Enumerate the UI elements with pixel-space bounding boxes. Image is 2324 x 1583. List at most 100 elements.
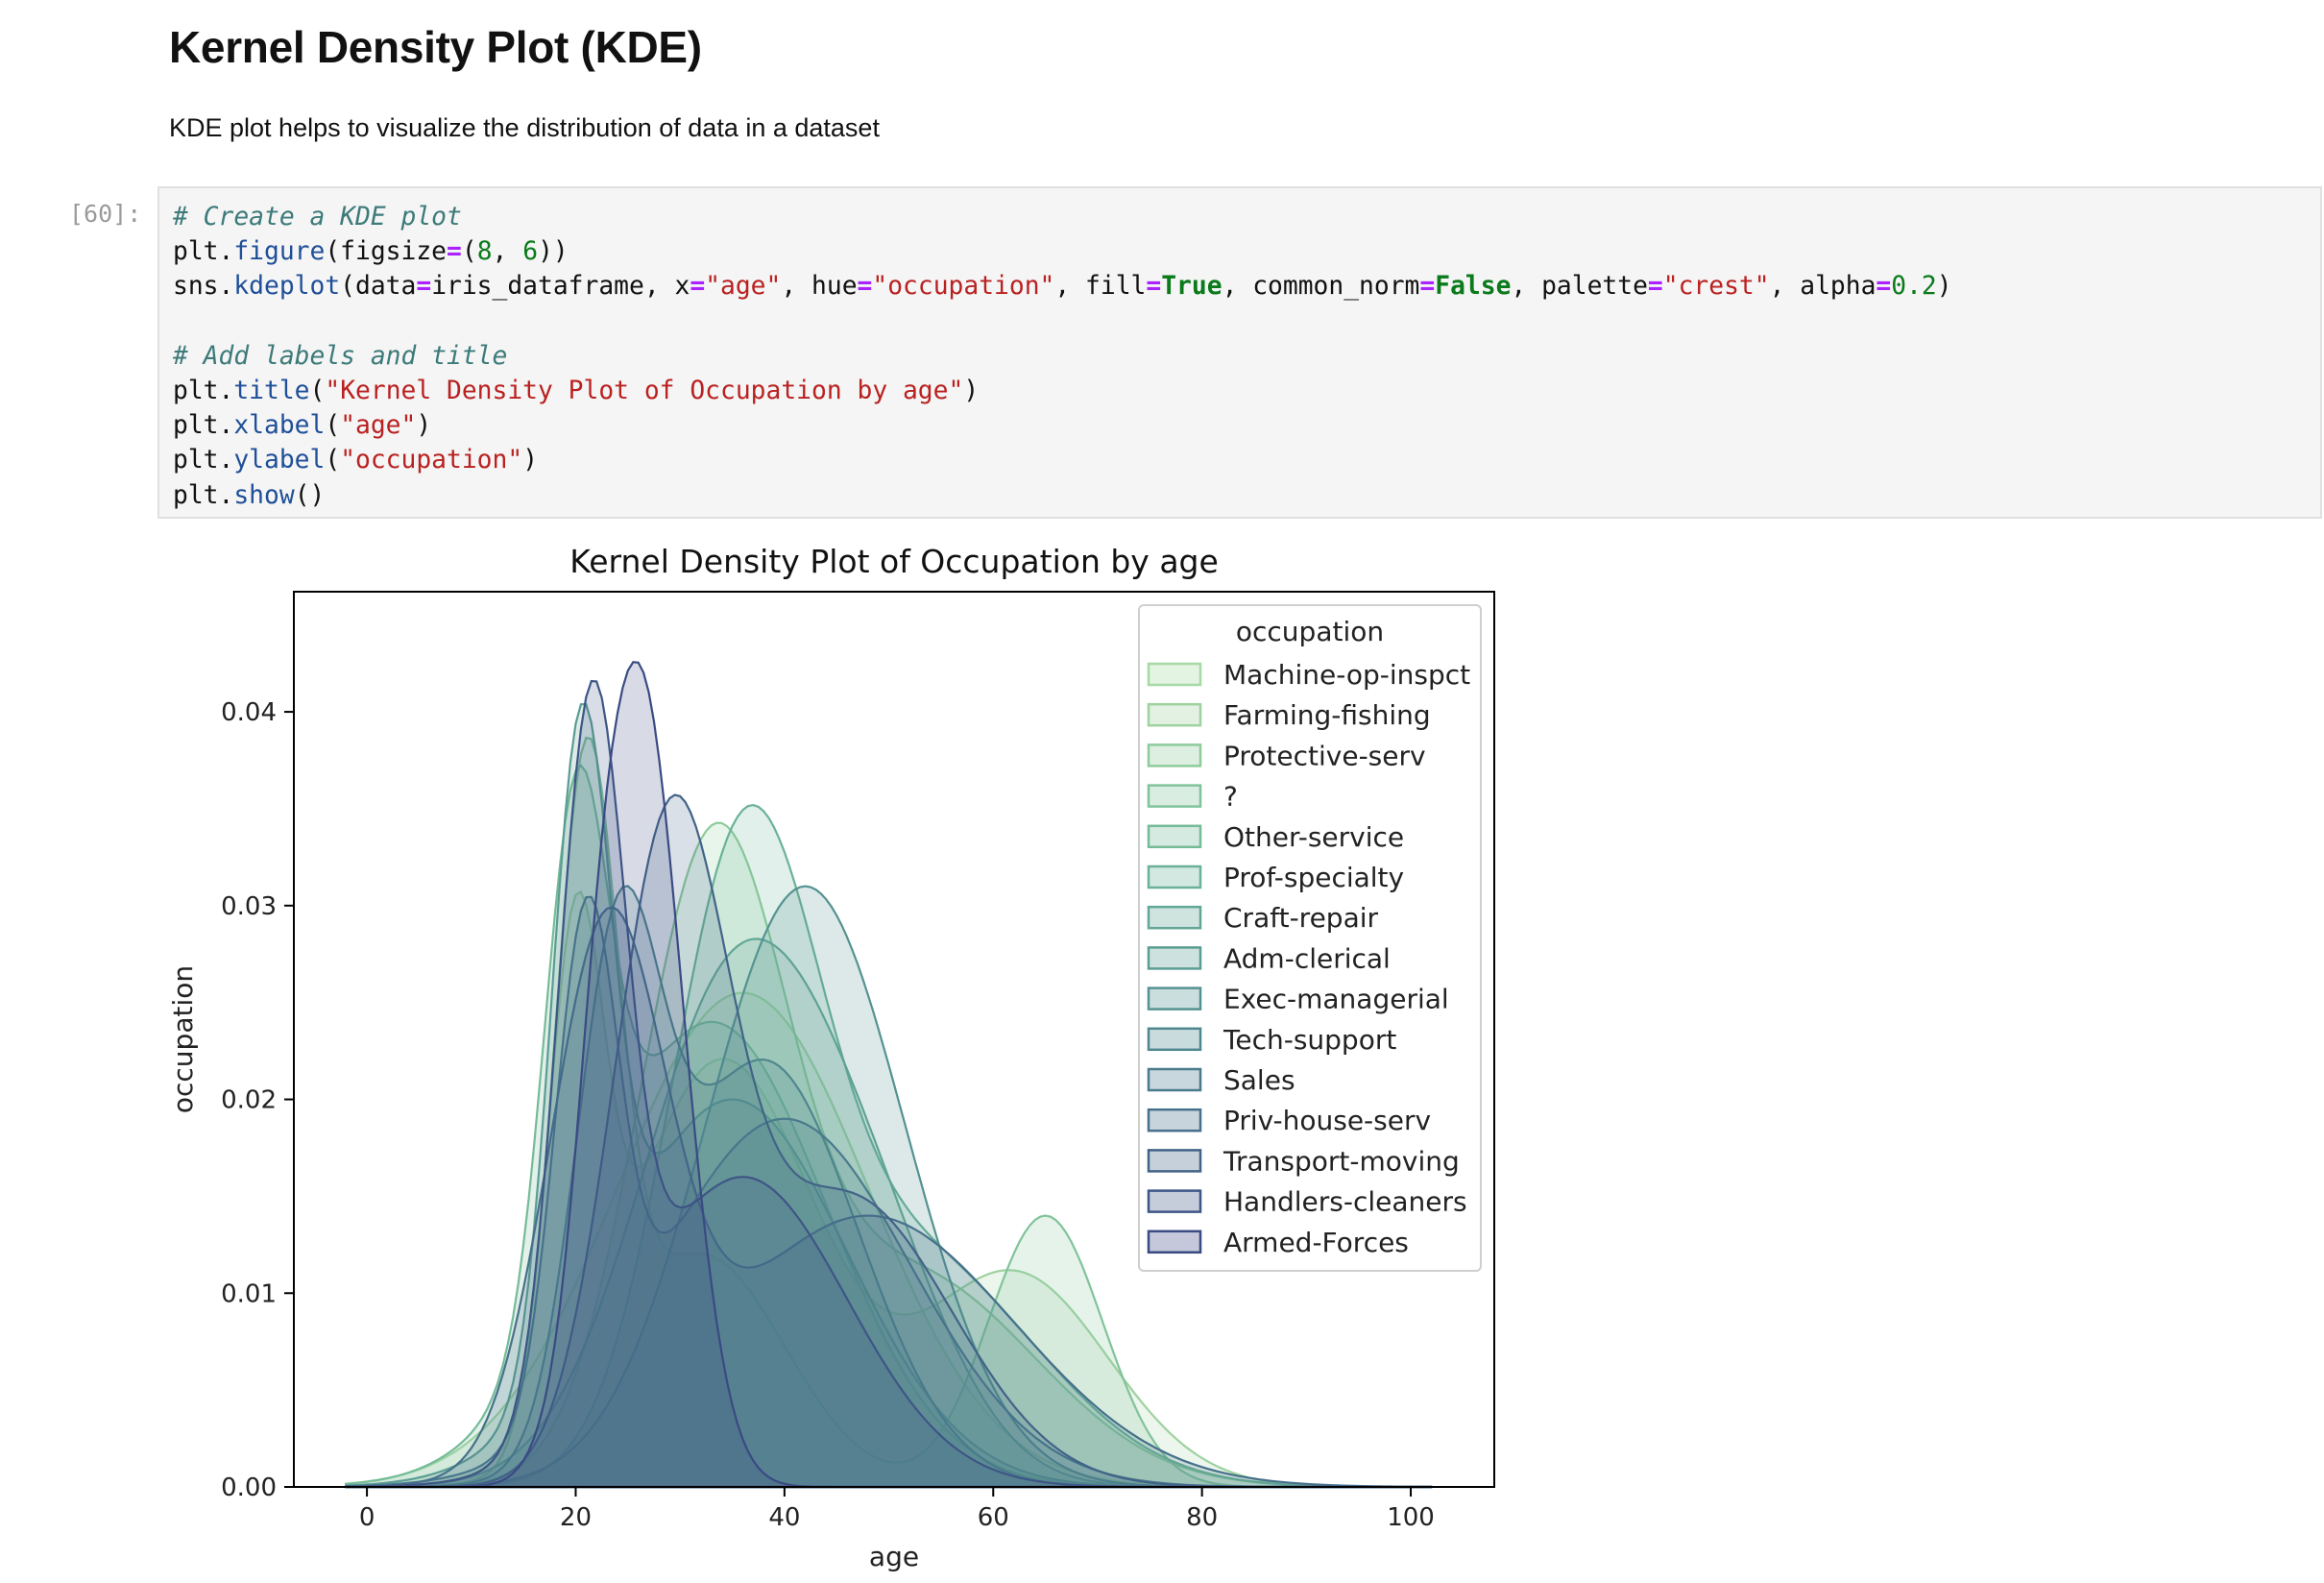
- legend-label: Armed-Forces: [1223, 1227, 1409, 1258]
- code-token: xlabel: [233, 411, 326, 441]
- code-token: "occupation": [872, 272, 1055, 302]
- legend-swatch: [1147, 702, 1202, 727]
- code-token: kdeplot: [233, 272, 341, 302]
- code-token: 6: [522, 237, 539, 267]
- legend-label: Prof-specialty: [1223, 862, 1404, 893]
- legend-label: Machine-op-inspct: [1223, 659, 1470, 691]
- legend-label: Adm-clerical: [1223, 942, 1391, 974]
- x-tick-label: 100: [1387, 1503, 1435, 1532]
- code-token: ylabel: [233, 446, 326, 475]
- code-token: # Create a KDE plot: [173, 203, 462, 231]
- legend-swatch: [1147, 1108, 1202, 1132]
- code-token: =: [416, 272, 432, 302]
- legend-label: Handlers-cleaners: [1223, 1186, 1467, 1218]
- code-token: )): [538, 237, 569, 267]
- legend-label: Transport-moving: [1223, 1145, 1460, 1177]
- legend-swatch: [1147, 1230, 1202, 1254]
- x-tick-label: 20: [560, 1503, 592, 1532]
- code-token: 0.2: [1891, 272, 1937, 302]
- code-token: "occupation": [340, 446, 523, 475]
- code-token: sns.: [173, 272, 234, 302]
- x-axis-label: age: [869, 1541, 919, 1572]
- legend-swatch: [1147, 662, 1202, 687]
- legend-label: ?: [1223, 781, 1238, 813]
- code-token: # Add labels and title: [173, 341, 508, 371]
- legend-swatch: [1147, 1067, 1202, 1092]
- markdown-paragraph: KDE plot helps to visualize the distribu…: [169, 113, 880, 142]
- cell-output: 0 20 40 60 80 100 0.00 0.01 0.02 0.03 0.04 Kernel D…: [157, 530, 1521, 1582]
- y-tick-label: 0.02: [221, 1086, 277, 1115]
- legend-swatch: [1147, 1189, 1202, 1213]
- code-token: figure: [233, 237, 326, 267]
- legend-label: Tech-support: [1223, 1024, 1396, 1056]
- code-token: =: [690, 272, 706, 302]
- x-tick-label: 40: [768, 1503, 800, 1532]
- code-token: ): [522, 446, 539, 475]
- legend-swatch: [1147, 1149, 1202, 1173]
- code-token: (): [294, 480, 326, 510]
- legend-title: occupation: [1236, 616, 1384, 647]
- code-token: plt.: [173, 480, 234, 510]
- code-token: =: [1647, 272, 1663, 302]
- code-token: , common_norm: [1222, 272, 1420, 302]
- code-token: =: [447, 237, 462, 267]
- legend-label: Protective-serv: [1223, 740, 1426, 771]
- code-token: , palette: [1511, 272, 1648, 302]
- legend-box: [1138, 604, 1482, 1272]
- code-token: False: [1435, 272, 1512, 302]
- legend-label: Other-service: [1223, 821, 1404, 853]
- legend-swatch: [1147, 865, 1202, 889]
- code-token: ): [416, 411, 432, 441]
- code-token: (: [325, 411, 341, 441]
- code-token: =: [1146, 272, 1162, 302]
- code-token: (: [461, 237, 477, 267]
- x-tick-label: 60: [978, 1503, 1009, 1532]
- legend-swatch: [1147, 1027, 1202, 1052]
- code-token: =: [857, 272, 873, 302]
- y-tick-label: 0.03: [221, 892, 277, 921]
- y-axis-label: occupation: [167, 965, 199, 1113]
- plot-frame: [293, 591, 1495, 1488]
- code-token: (data: [340, 272, 417, 302]
- legend-swatch: [1147, 743, 1202, 767]
- markdown-heading: Kernel Density Plot (KDE): [169, 22, 702, 72]
- y-tick-label: 0.01: [221, 1279, 277, 1308]
- code-token: "age": [340, 411, 417, 441]
- code-token: plt.: [173, 377, 234, 406]
- legend-label: Farming-fishing: [1223, 699, 1431, 731]
- code-token: (: [309, 377, 326, 406]
- code-token: 8: [476, 237, 493, 267]
- code-token: =: [1876, 272, 1892, 302]
- code-token: plt.: [173, 446, 234, 475]
- legend-label: Craft-repair: [1223, 902, 1379, 934]
- x-tick-label: 0: [359, 1503, 375, 1532]
- legend-swatch: [1147, 946, 1202, 970]
- code-token: show: [233, 480, 295, 510]
- code-text[interactable]: # Create a KDE plot plt.figure(figsize=(…: [159, 188, 2320, 513]
- code-token: =: [1419, 272, 1436, 302]
- code-token: , alpha: [1769, 272, 1876, 302]
- chart-title: Kernel Density Plot of Occupation by age: [569, 543, 1219, 580]
- code-token: title: [233, 377, 310, 406]
- code-token: plt.: [173, 411, 234, 441]
- code-token: iris_dataframe, x: [431, 272, 690, 302]
- code-token: ): [1936, 272, 1952, 302]
- code-token: True: [1161, 272, 1223, 302]
- legend-label: Priv-house-serv: [1223, 1105, 1431, 1136]
- code-token: (figsize: [325, 237, 448, 267]
- legend-swatch: [1147, 905, 1202, 930]
- legend-label: Sales: [1223, 1064, 1295, 1096]
- code-token: , fill: [1054, 272, 1147, 302]
- legend-swatch: [1147, 824, 1202, 849]
- code-token: , hue: [781, 272, 858, 302]
- code-token: plt.: [173, 237, 234, 267]
- x-tick-label: 80: [1186, 1503, 1218, 1532]
- code-token: "Kernel Density Plot of Occupation by ag…: [325, 377, 964, 406]
- execution-count-prompt: [60]:: [69, 200, 142, 228]
- y-tick-label: 0.04: [221, 698, 277, 727]
- code-token: ,: [492, 237, 523, 267]
- code-token: "crest": [1662, 272, 1770, 302]
- code-token: ): [963, 377, 980, 406]
- code-cell-editor[interactable]: # Create a KDE plot plt.figure(figsize=(…: [157, 186, 2322, 519]
- legend-swatch: [1147, 986, 1202, 1011]
